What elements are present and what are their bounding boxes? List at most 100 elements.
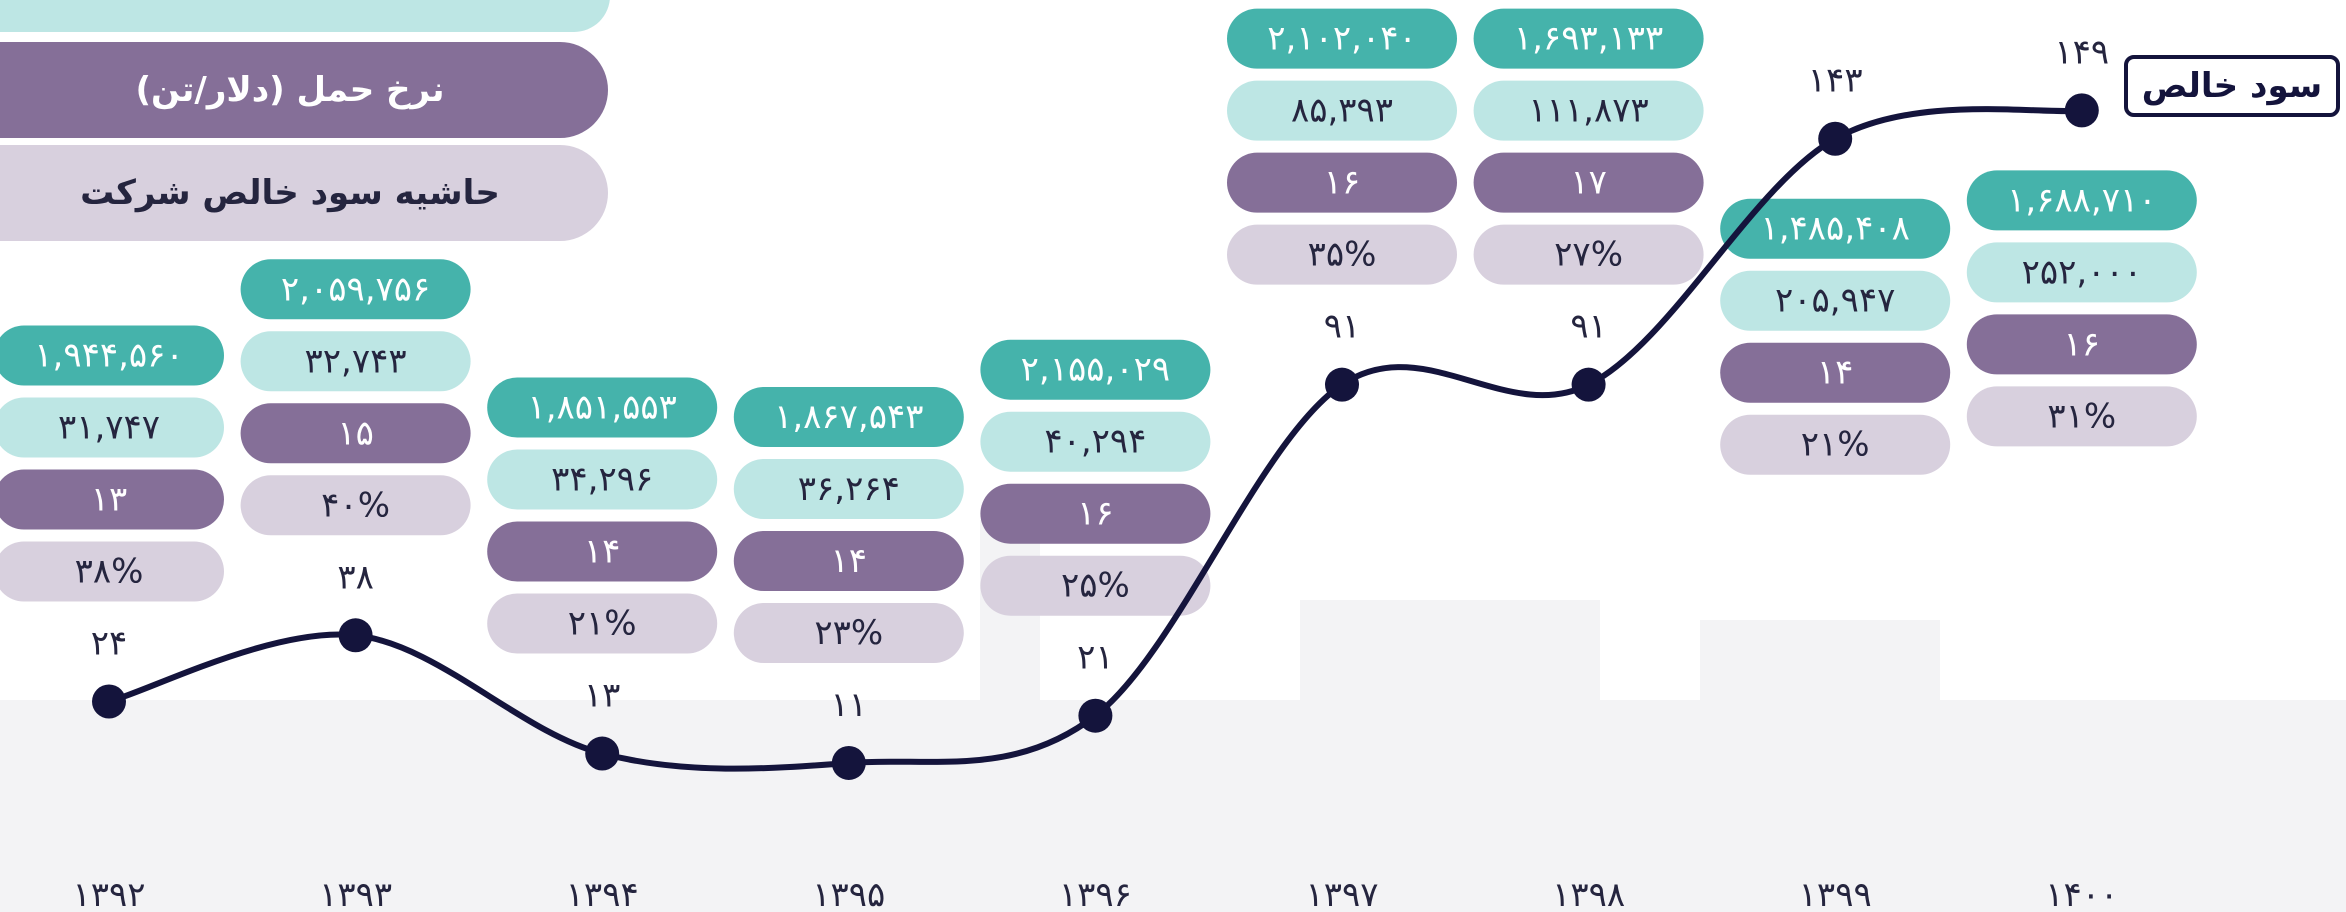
point-label: ۹۱ — [1324, 307, 1361, 347]
pill-label: ۳۸% — [75, 552, 144, 592]
pill-label: ۱۵ — [337, 413, 374, 453]
pill — [240, 475, 471, 536]
point — [92, 684, 126, 719]
pill — [1473, 224, 1704, 285]
pill — [0, 325, 224, 386]
point — [831, 745, 866, 780]
pill — [1227, 80, 1457, 141]
pill — [0, 541, 224, 602]
pill — [980, 411, 1211, 472]
pill-label: ۲,۱۰۲,۰۴۰ — [1267, 19, 1416, 59]
pill — [1720, 342, 1951, 403]
point-label: ۲۴ — [91, 624, 128, 664]
legend-label: حاشیه سود خالص شرکت — [80, 173, 500, 213]
point-label: ۱۳ — [584, 676, 621, 716]
pill — [487, 449, 718, 510]
x-tick-label: ۱۳۹۴ — [566, 875, 639, 912]
pill-label: ۲۰۵,۹۴۷ — [1775, 281, 1895, 321]
point-label: ۲۱ — [1077, 638, 1114, 678]
pill — [980, 483, 1211, 544]
pill — [1966, 386, 2197, 447]
x-tick-label: ۱۴۰۰ — [2045, 875, 2118, 912]
pill-label: ۱۶ — [1324, 163, 1361, 203]
legend-pill — [0, 0, 610, 32]
point — [1818, 121, 1853, 156]
pill — [1227, 8, 1457, 69]
pill-label: ۱,۶۹۳,۱۳۳ — [1514, 19, 1663, 59]
pill-label: ۱,۴۸۵,۴۰۸ — [1760, 209, 1909, 249]
pill — [1966, 242, 2197, 303]
pill — [487, 521, 718, 582]
pill-label: ۲۱% — [1801, 425, 1870, 465]
pill — [733, 602, 964, 663]
pill — [1473, 8, 1704, 69]
pill-label: ۲۱% — [568, 604, 637, 644]
pill-label: ۳۱% — [2047, 396, 2116, 436]
pill — [240, 331, 471, 392]
pill — [1720, 414, 1951, 475]
pill-label: ۱,۸۶۷,۵۴۳ — [774, 397, 923, 437]
pill — [980, 339, 1211, 400]
pill-label: ۳۱,۷۴۷ — [58, 408, 160, 448]
x-tick-label: ۱۳۹۹ — [1799, 875, 1872, 912]
skyline — [0, 520, 2346, 912]
pill-label: ۱۱۱,۸۷۳ — [1528, 91, 1648, 131]
pill — [1720, 198, 1951, 259]
pill — [240, 403, 471, 464]
pill — [487, 377, 718, 438]
x-tick-label: ۱۳۹۶ — [1059, 875, 1132, 912]
pill-label: ۳۴,۲۹۶ — [551, 460, 653, 500]
pill-label: ۲۵% — [1061, 566, 1130, 606]
point — [2064, 93, 2099, 128]
pill — [487, 593, 718, 654]
pill-label: ۱۶ — [2064, 324, 2101, 364]
x-tick-label: ۱۳۹۷ — [1305, 875, 1378, 912]
point — [1571, 367, 1606, 402]
point — [338, 618, 373, 653]
legend-label: نرخ حمل (دلار/تن) — [136, 70, 445, 110]
pill-label: ۱۴ — [1817, 353, 1854, 393]
pill-label: ۲۷% — [1554, 235, 1623, 275]
point-label: ۱۱ — [831, 685, 868, 725]
pill — [0, 469, 224, 530]
x-tick-label: ۱۳۹۵ — [812, 875, 885, 912]
legend-pill — [0, 42, 608, 138]
pill-label: ۴۰% — [321, 485, 390, 525]
pill — [1720, 270, 1951, 331]
point — [585, 736, 620, 771]
pill-label: ۳۵% — [1308, 235, 1377, 275]
pill-label: ۳۶,۲۶۴ — [798, 469, 900, 509]
point-label: ۱۴۳ — [1808, 61, 1863, 101]
pill — [0, 397, 224, 458]
pill-label: ۲۵۲,۰۰۰ — [2022, 252, 2142, 292]
legend-pill — [0, 145, 608, 241]
pill — [1227, 224, 1457, 285]
pill — [1473, 152, 1704, 213]
pill-label: ۱,۹۴۴,۵۶۰ — [34, 336, 183, 376]
pill-label: ۱۳ — [91, 480, 128, 520]
pill-label: ۱۷ — [1570, 163, 1607, 203]
pill-label: ۱۴ — [584, 532, 621, 572]
pill-label: ۳۲,۷۴۳ — [305, 341, 407, 381]
x-tick-label: ۱۳۹۸ — [1552, 875, 1625, 912]
pill-label: ۱۶ — [1077, 494, 1114, 534]
pill-label: ۱۴ — [831, 541, 868, 581]
pill — [240, 259, 471, 320]
point — [1078, 698, 1113, 733]
pill — [980, 555, 1211, 616]
pill — [1473, 80, 1704, 141]
x-tick-label: ۱۳۹۳ — [319, 875, 392, 912]
pill-label: ۲۳% — [814, 613, 883, 653]
pill-label: ۸۵,۳۹۳ — [1291, 91, 1393, 131]
line — [108, 106, 2083, 772]
x-tick-label: ۱۳۹۲ — [72, 875, 145, 912]
series-label-box — [2124, 55, 2340, 117]
pill-label: ۲,۱۵۵,۰۲۹ — [1021, 350, 1170, 390]
series-label: سود خالص — [2142, 66, 2322, 106]
pill — [733, 458, 964, 519]
pill — [733, 386, 964, 447]
point-label: ۳۸ — [337, 557, 374, 597]
point-label: ۱۴۹ — [2054, 32, 2109, 72]
pill — [1966, 170, 2197, 231]
